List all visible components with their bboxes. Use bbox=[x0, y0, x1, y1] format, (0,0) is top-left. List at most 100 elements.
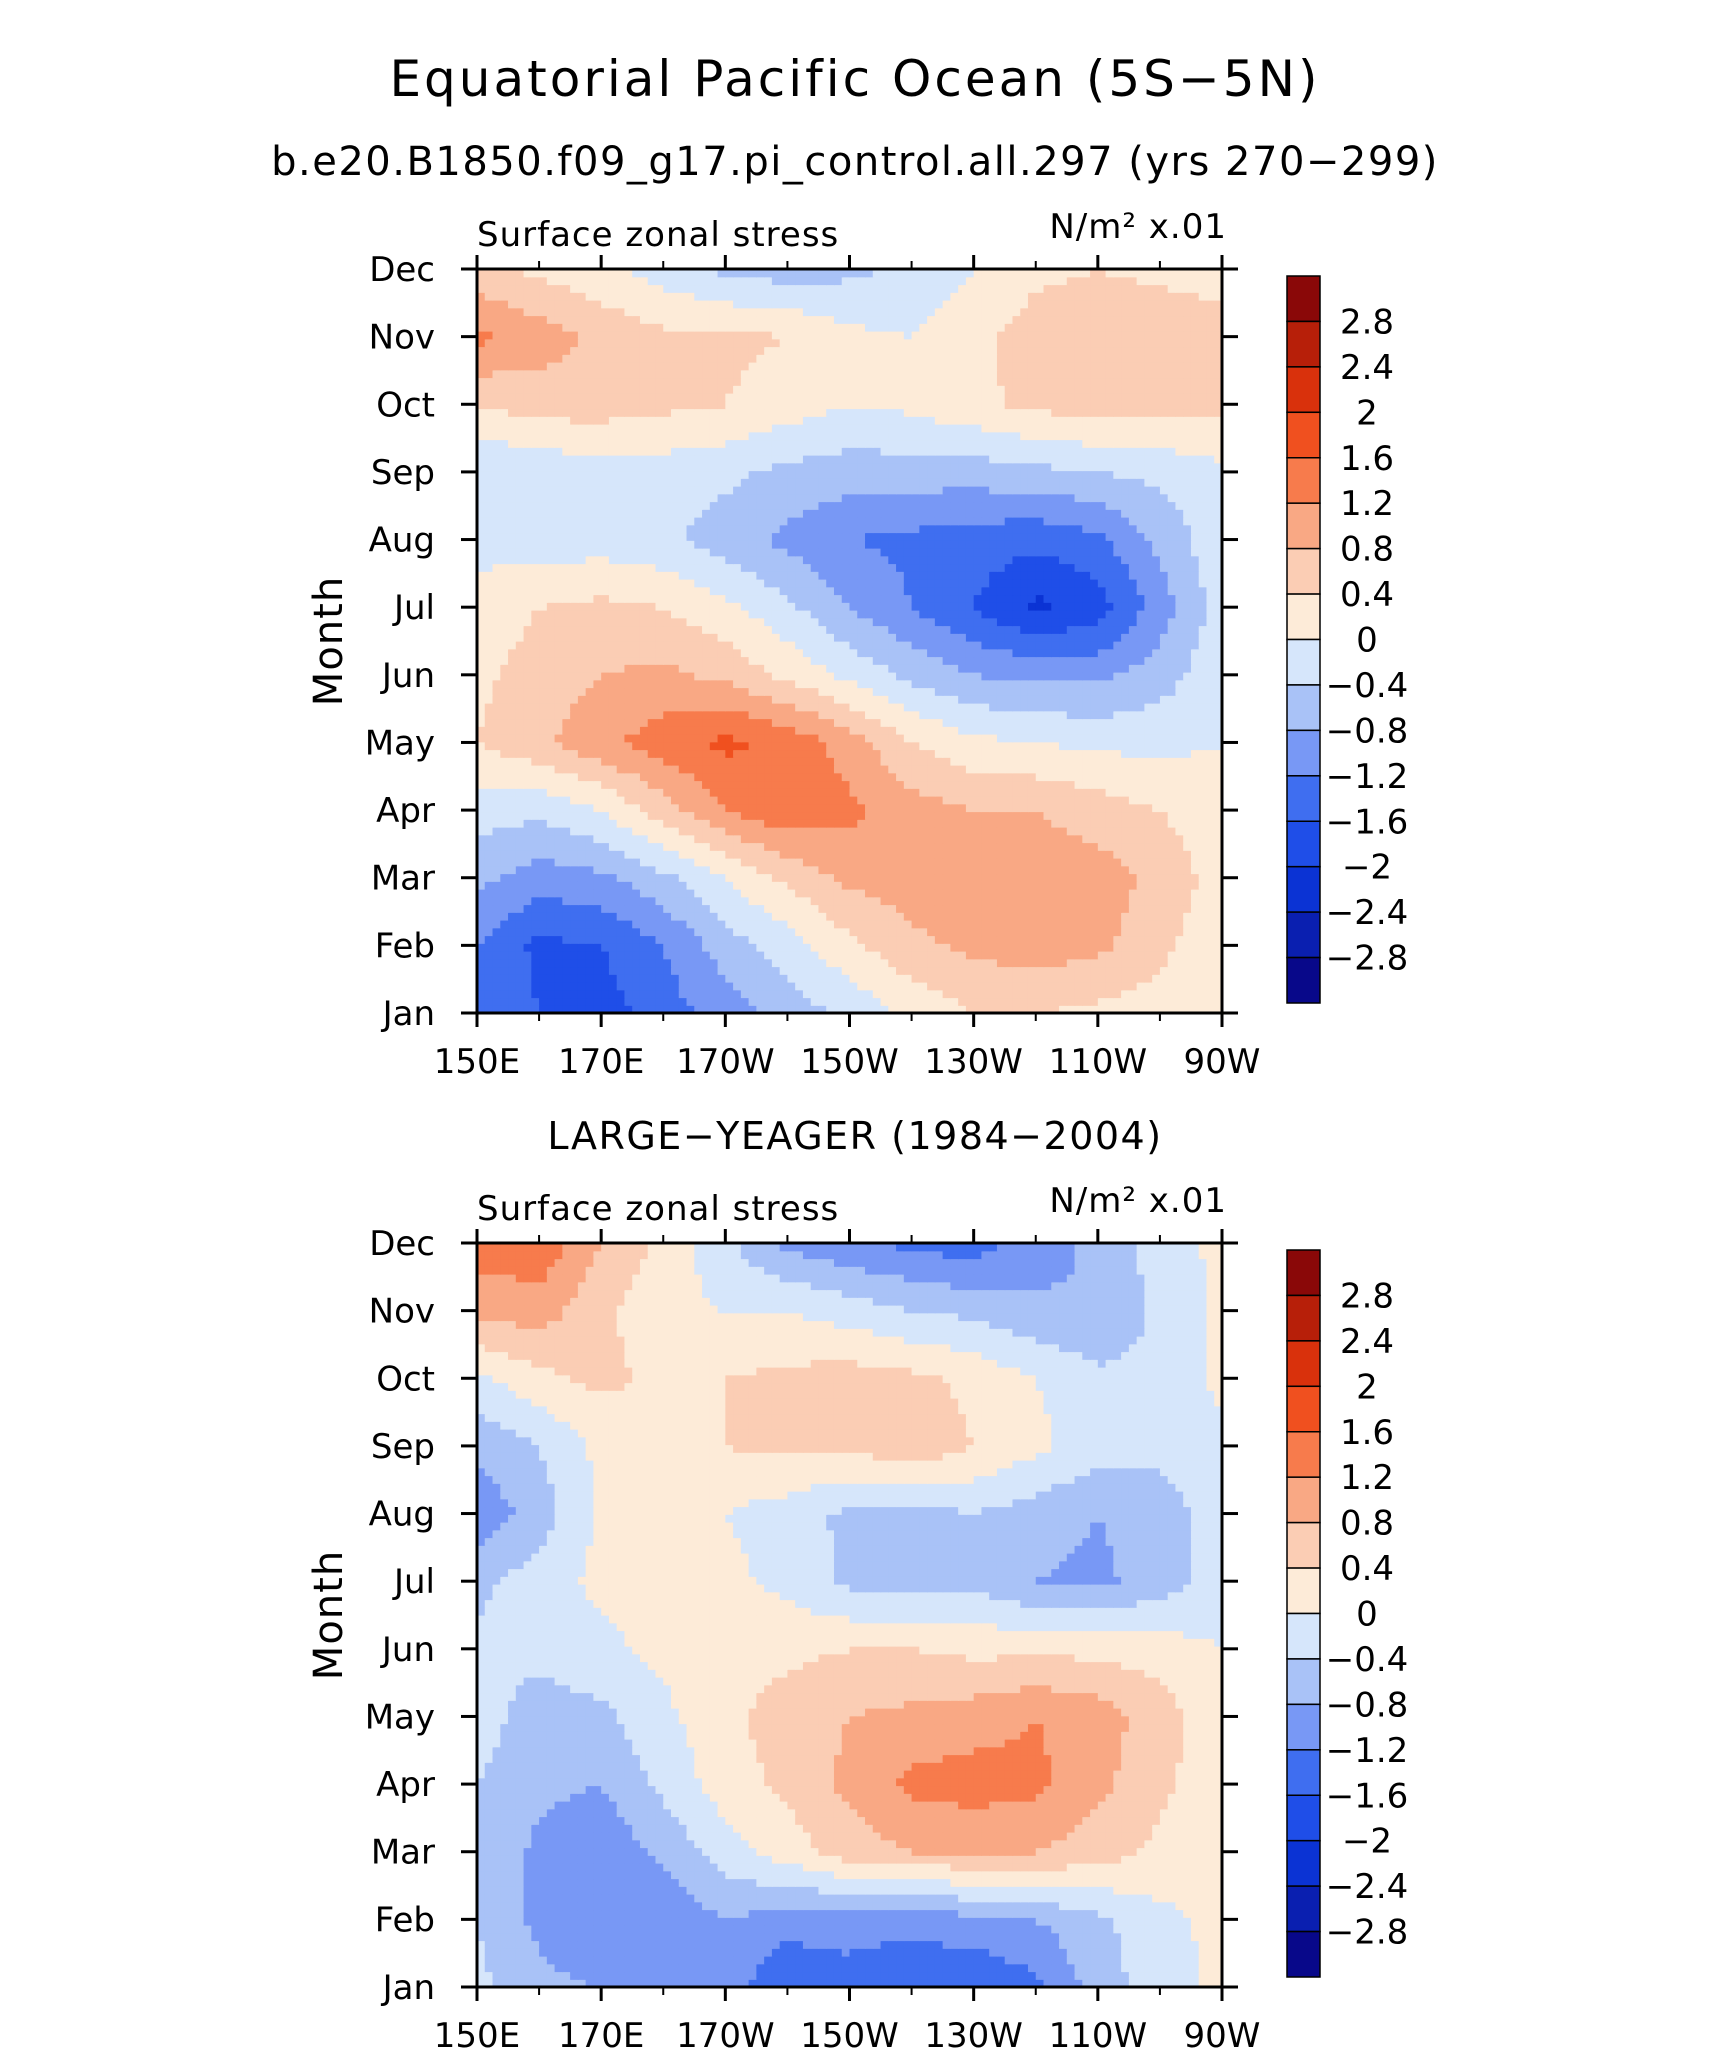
heatmap-cell bbox=[942, 617, 951, 627]
heatmap-cell bbox=[1214, 610, 1222, 619]
heatmap-cell bbox=[779, 858, 789, 867]
heatmap-cell bbox=[663, 827, 672, 836]
heatmap-cell bbox=[733, 982, 742, 991]
heatmap-cell bbox=[554, 966, 563, 975]
heatmap-cell bbox=[942, 842, 951, 851]
heatmap-cell bbox=[756, 687, 765, 696]
heatmap-cell bbox=[950, 881, 959, 890]
heatmap-cell bbox=[818, 989, 827, 999]
heatmap-cell bbox=[857, 881, 866, 890]
heatmap-cell bbox=[1097, 850, 1107, 859]
heatmap-cell bbox=[1144, 834, 1153, 844]
heatmap-cell bbox=[911, 757, 920, 766]
heatmap-cell bbox=[841, 718, 851, 727]
heatmap-cell bbox=[702, 858, 711, 867]
heatmap-cell bbox=[989, 935, 998, 944]
heatmap-cell bbox=[1082, 842, 1091, 851]
heatmap-cell bbox=[523, 656, 532, 665]
heatmap-cell bbox=[1190, 633, 1200, 642]
heatmap-cell bbox=[896, 788, 905, 797]
heatmap-cell bbox=[1121, 610, 1130, 619]
heatmap-cell bbox=[554, 935, 563, 944]
heatmap-cell bbox=[593, 672, 602, 681]
heatmap-cell bbox=[872, 664, 882, 673]
heatmap-cell bbox=[764, 788, 773, 797]
heatmap-cell bbox=[725, 672, 734, 681]
heatmap-cell bbox=[1198, 1005, 1208, 1013]
heatmap-cell bbox=[1144, 718, 1153, 727]
heatmap-cell bbox=[880, 920, 889, 929]
heatmap-cell bbox=[942, 741, 951, 751]
heatmap-cell bbox=[903, 656, 913, 665]
heatmap-cell bbox=[686, 687, 695, 696]
heatmap-cell bbox=[1121, 1005, 1130, 1013]
heatmap-cell bbox=[639, 656, 649, 665]
heatmap-cell bbox=[624, 749, 633, 758]
heatmap-cell bbox=[593, 749, 602, 758]
heatmap-cell bbox=[795, 718, 804, 727]
heatmap-cell bbox=[554, 679, 563, 689]
heatmap-cell bbox=[1059, 935, 1068, 944]
heatmap-cell bbox=[1113, 687, 1122, 696]
heatmap-cell bbox=[996, 703, 1006, 712]
heatmap-cell bbox=[787, 974, 796, 983]
heatmap-cell bbox=[492, 881, 501, 890]
heatmap-cell bbox=[508, 904, 517, 913]
heatmap-cell bbox=[1027, 827, 1037, 836]
heatmap-cell bbox=[1004, 927, 1014, 937]
heatmap-cell bbox=[709, 997, 719, 1006]
heatmap-cell bbox=[927, 997, 936, 1006]
heatmap-cell bbox=[1175, 912, 1184, 921]
heatmap-cell bbox=[523, 617, 532, 627]
heatmap-cell bbox=[725, 656, 734, 665]
heatmap-cell bbox=[1035, 873, 1045, 882]
heatmap-cell bbox=[1183, 641, 1192, 650]
heatmap-cell bbox=[1027, 811, 1037, 820]
heatmap-cell bbox=[725, 850, 734, 859]
heatmap-cell bbox=[857, 997, 866, 1006]
heatmap-cell bbox=[1051, 765, 1060, 774]
heatmap-cell bbox=[1020, 904, 1029, 913]
heatmap-cell bbox=[1066, 695, 1076, 704]
heatmap-cell bbox=[593, 641, 602, 650]
heatmap-cell bbox=[996, 726, 1006, 735]
heatmap-cell bbox=[849, 881, 858, 890]
heatmap-cell bbox=[973, 741, 983, 751]
heatmap-cell bbox=[826, 610, 835, 619]
heatmap-cell bbox=[1136, 703, 1145, 712]
heatmap-cell bbox=[1198, 974, 1208, 983]
heatmap-cell bbox=[833, 834, 843, 844]
heatmap-cell bbox=[1059, 780, 1068, 789]
heatmap-cell bbox=[500, 641, 509, 650]
heatmap-cell bbox=[748, 951, 757, 960]
heatmap-cell bbox=[880, 803, 889, 813]
heatmap-cell bbox=[787, 1005, 796, 1013]
heatmap-cell bbox=[686, 765, 695, 774]
heatmap-cell bbox=[989, 757, 998, 766]
heatmap-cell bbox=[965, 772, 975, 782]
heatmap-cell bbox=[1136, 625, 1145, 634]
heatmap-cell bbox=[787, 656, 796, 665]
heatmap-cell bbox=[593, 695, 602, 704]
heatmap-cell bbox=[802, 803, 812, 813]
heatmap-cell bbox=[865, 920, 874, 929]
heatmap-cell bbox=[771, 927, 781, 937]
heatmap-cell bbox=[508, 695, 517, 704]
heatmap-cell bbox=[1214, 989, 1222, 999]
heatmap-cell bbox=[1198, 958, 1208, 968]
heatmap-cell bbox=[965, 703, 975, 712]
heatmap-cell bbox=[546, 780, 556, 789]
heatmap-cell bbox=[1198, 672, 1208, 681]
heatmap-cell bbox=[632, 765, 641, 774]
heatmap-cell bbox=[841, 703, 851, 712]
heatmap-cell bbox=[1206, 734, 1215, 743]
heatmap-cell bbox=[833, 757, 843, 766]
heatmap-cell bbox=[1012, 718, 1021, 727]
heatmap-cell bbox=[562, 811, 571, 820]
heatmap-cell bbox=[663, 625, 672, 634]
heatmap-cell bbox=[896, 641, 905, 650]
heatmap-cell bbox=[570, 625, 579, 634]
heatmap-cell bbox=[996, 827, 1006, 836]
heatmap-cell bbox=[1144, 734, 1153, 743]
heatmap-cell bbox=[639, 920, 649, 929]
